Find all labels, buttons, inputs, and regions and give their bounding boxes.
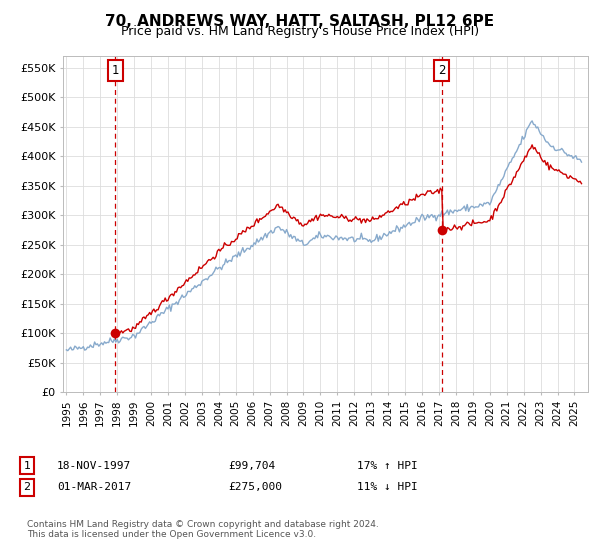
Text: 2: 2	[438, 64, 446, 77]
Text: Contains HM Land Registry data © Crown copyright and database right 2024.
This d: Contains HM Land Registry data © Crown c…	[27, 520, 379, 539]
Text: 70, ANDREWS WAY, HATT, SALTASH, PL12 6PE: 70, ANDREWS WAY, HATT, SALTASH, PL12 6PE	[106, 14, 494, 29]
Text: 1: 1	[23, 461, 31, 471]
Text: £275,000: £275,000	[228, 482, 282, 492]
Text: 17% ↑ HPI: 17% ↑ HPI	[357, 461, 418, 471]
Text: Price paid vs. HM Land Registry's House Price Index (HPI): Price paid vs. HM Land Registry's House …	[121, 25, 479, 38]
Text: 11% ↓ HPI: 11% ↓ HPI	[357, 482, 418, 492]
Text: 18-NOV-1997: 18-NOV-1997	[57, 461, 131, 471]
Text: 1: 1	[112, 64, 119, 77]
Text: 01-MAR-2017: 01-MAR-2017	[57, 482, 131, 492]
Text: 2: 2	[23, 482, 31, 492]
Text: £99,704: £99,704	[228, 461, 275, 471]
